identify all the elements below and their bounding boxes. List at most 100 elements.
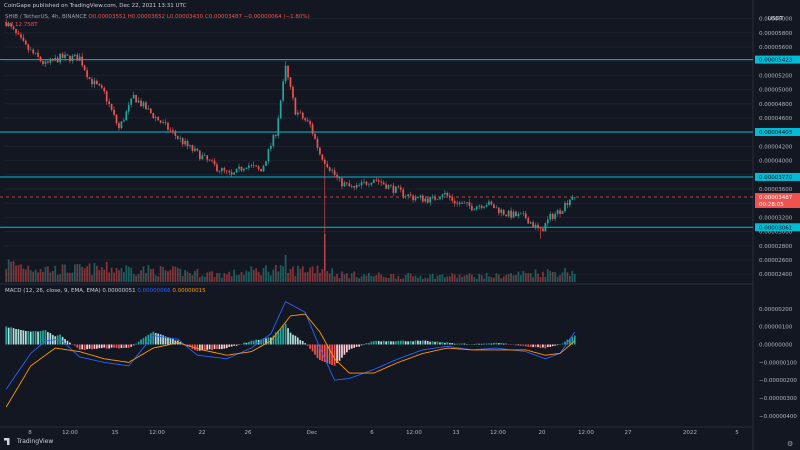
tradingview-logo[interactable]: TradingView <box>4 438 53 445</box>
macd-histogram-bar <box>277 330 280 345</box>
macd-histogram-bar <box>218 344 221 350</box>
macd-histogram-bar <box>431 341 434 345</box>
volume-bar <box>417 277 419 282</box>
time-tick-label: Dec <box>307 430 318 436</box>
macd-histogram-bar <box>502 343 505 345</box>
candle-body <box>216 164 218 172</box>
candle-body <box>439 197 441 200</box>
macd-histogram-bar <box>260 339 262 345</box>
volume-bar <box>250 266 253 282</box>
volume-bar <box>480 275 483 282</box>
volume-bar <box>191 275 194 282</box>
macd-histogram-bar <box>341 344 343 358</box>
volume-bar <box>510 273 512 282</box>
volume-bar <box>230 276 233 282</box>
macd-label[interactable]: MACD (12, 26, close, 9, EMA, EMA) <box>5 288 101 294</box>
candle-body <box>125 111 128 121</box>
macd-histogram-bar <box>225 344 228 349</box>
volume-bar <box>93 262 96 282</box>
volume-bar <box>309 267 311 282</box>
candle-body <box>385 184 387 189</box>
volume-bar <box>573 274 576 282</box>
volume-bar <box>336 273 338 282</box>
macd-histogram-bar <box>145 336 147 345</box>
candle-body <box>292 86 294 98</box>
price-tick-label: 0.00004000 <box>759 159 793 165</box>
candle-body <box>534 224 537 227</box>
macd-histogram-bar <box>439 342 441 345</box>
volume-bar <box>439 274 441 282</box>
volume-bar <box>83 268 86 282</box>
gear-icon[interactable]: ⚙ <box>787 440 794 448</box>
macd-panel <box>5 300 576 408</box>
volume-bar <box>409 273 412 282</box>
candle-body <box>309 121 311 125</box>
symbol-legend[interactable]: SHIB / TetherUS, 4h, BINANCE O0.00003551… <box>5 14 310 20</box>
candle-body <box>480 205 483 208</box>
candle-body <box>270 145 272 149</box>
candle-body <box>211 160 213 162</box>
macd-histogram-bar <box>159 334 162 345</box>
macd-histogram-bar <box>93 344 96 349</box>
volume-legend: Vol 12.758T <box>5 22 38 28</box>
macd-histogram-bar <box>7 327 10 345</box>
macd-histogram-bar <box>353 344 356 348</box>
volume-bar <box>502 276 505 282</box>
candle-body <box>250 164 253 166</box>
macd-histogram-bar <box>66 340 69 345</box>
candle-body <box>358 184 360 186</box>
candle-body <box>488 201 490 205</box>
macd-histogram-bar <box>69 342 71 345</box>
currency-label[interactable]: USDT <box>768 16 784 22</box>
volume-bar <box>478 273 481 282</box>
price-tick-label: 0.00002800 <box>759 244 793 250</box>
candle-body <box>321 154 324 160</box>
candle-body <box>370 182 373 185</box>
macd-histogram-bar <box>448 342 451 345</box>
volume-bar <box>319 272 321 282</box>
candle-body <box>409 194 412 196</box>
price-tick-label: 0.00005000 <box>759 88 793 94</box>
candle-body <box>47 61 49 63</box>
candle-body <box>120 121 123 129</box>
macd-histogram-bar <box>304 343 307 345</box>
macd-tick-label: 0.00000000 <box>759 342 793 348</box>
volume-bar <box>473 277 476 282</box>
macd-histogram-bar <box>424 340 427 345</box>
volume-bar <box>483 278 485 282</box>
price-tick-label: 0.00002600 <box>759 258 793 264</box>
candle-body <box>353 185 356 188</box>
candle-body <box>284 65 287 82</box>
candle-body <box>485 204 488 207</box>
symbol-label[interactable]: SHIB / TetherUS, 4h, BINANCE <box>5 14 87 20</box>
macd-histogram-bar <box>243 342 245 345</box>
macd-legend[interactable]: MACD (12, 26, close, 9, EMA, EMA) 0.0000… <box>5 288 206 294</box>
macd-histogram-bar <box>564 341 566 345</box>
macd-histogram-bar <box>108 344 111 349</box>
candle-body <box>7 23 10 27</box>
macd-histogram-bar <box>382 340 385 345</box>
macd-histogram-bar <box>284 323 287 345</box>
volume-bar <box>407 272 409 282</box>
candle-body <box>564 203 566 212</box>
candle-body <box>343 182 346 187</box>
time-tick-label: 12:00 <box>62 430 78 436</box>
candle-body <box>167 122 169 130</box>
macd-histogram-bar <box>29 331 32 345</box>
macd-histogram-bar <box>130 344 133 347</box>
volume-bar <box>524 273 527 282</box>
candle-body <box>51 58 54 61</box>
macd-histogram-bar <box>505 343 508 345</box>
candle-body <box>127 104 130 112</box>
candle-body <box>397 186 400 188</box>
volume-bar <box>517 271 520 282</box>
volume-bar <box>446 276 449 282</box>
volume-bar <box>328 273 331 282</box>
candle-body <box>221 168 223 172</box>
volume-bar <box>546 269 549 282</box>
macd-histogram-bar <box>223 344 226 349</box>
candle-body <box>500 209 503 214</box>
candle-body <box>265 161 267 166</box>
macd-histogram-bar <box>370 341 373 345</box>
